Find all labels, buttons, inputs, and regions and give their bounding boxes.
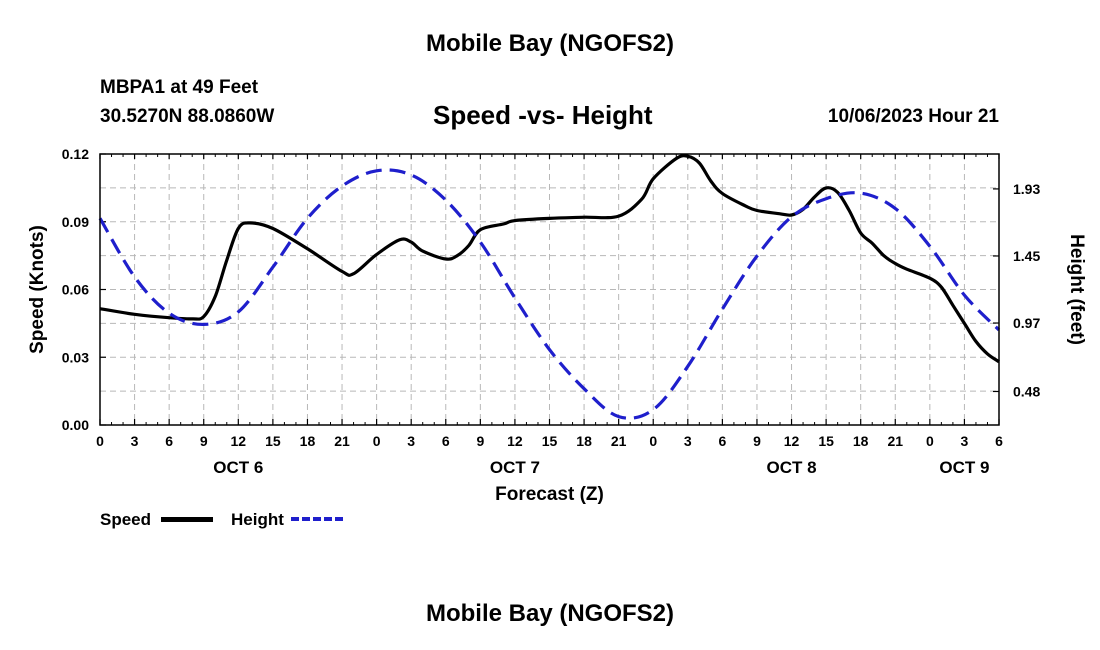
legend-height-swatch: [291, 517, 343, 521]
chart-title: Mobile Bay (NGOFS2): [425, 30, 675, 57]
x-tick-label: 12: [784, 433, 800, 449]
date-label: OCT 6: [213, 458, 263, 477]
x-tick-label: 18: [300, 433, 316, 449]
x-tick-label: 0: [96, 433, 104, 449]
y-tick-label: 0.09: [62, 214, 89, 230]
speed-series-line: [99, 154, 1000, 364]
x-tick-label: 18: [576, 433, 592, 449]
legend-speed-label: Speed: [100, 510, 152, 529]
station-label: MBPA1 at 49 Feet: [100, 77, 259, 98]
station-coords: 30.5270N 88.0860W: [100, 106, 275, 127]
y-tick-label: 0.12: [62, 146, 89, 162]
x-tick-label: 3: [131, 433, 139, 449]
series-lines: [98, 154, 1001, 420]
y-axis-title: Speed (Knots): [27, 225, 48, 354]
y-tick-label: 0.06: [62, 282, 89, 298]
x-tick-label: 6: [442, 433, 450, 449]
forecast-datetime: 10/06/2023 Hour 21: [827, 106, 999, 127]
y-tick-label: 0.00: [62, 417, 89, 433]
x-tick-label: 0: [649, 433, 657, 449]
footer-title: Mobile Bay (NGOFS2): [425, 600, 675, 627]
legend-height-label: Height: [231, 510, 284, 529]
y2-tick-label: 0.48: [1013, 383, 1040, 399]
x-tick-label: 6: [165, 433, 173, 449]
x-tick-label: 21: [334, 433, 350, 449]
legend-speed-swatch: [161, 517, 213, 522]
date-label: OCT 7: [490, 458, 540, 477]
y2-tick-label: 0.97: [1013, 315, 1040, 331]
y2-tick-label: 1.45: [1013, 248, 1040, 264]
x-tick-label: 15: [265, 433, 281, 449]
y2-tick-label: 1.93: [1013, 181, 1040, 197]
chart-subtitle: Speed -vs- Height: [433, 100, 653, 130]
x-tick-label: 3: [961, 433, 969, 449]
axis-labels: 0 3 6 9 12 15 18 21 0 3 6 9 12 15 18 21 0 3 6 9 12 15 18 21 0 3 6 0…: [27, 146, 1087, 505]
height-series-line: [98, 168, 1001, 420]
date-label: OCT 9: [939, 458, 989, 477]
y-tick-label: 0.03: [62, 349, 89, 365]
x-tick-label: 0: [926, 433, 934, 449]
x-tick-label: 6: [995, 433, 1003, 449]
x-tick-label: 9: [753, 433, 761, 449]
plot-frame: [99, 153, 1000, 426]
x-axis-title: Forecast (Z): [495, 484, 604, 505]
x-tick-label: 18: [853, 433, 869, 449]
x-tick-label: 21: [887, 433, 903, 449]
y2-axis-title: Height (feet): [1066, 234, 1087, 345]
x-tick-label: 12: [507, 433, 523, 449]
x-tick-label: 15: [818, 433, 834, 449]
x-tick-label: 21: [611, 433, 627, 449]
x-tick-label: 3: [407, 433, 415, 449]
x-tick-label: 15: [542, 433, 558, 449]
x-tick-label: 3: [684, 433, 692, 449]
x-tick-label: 0: [373, 433, 381, 449]
date-label: OCT 8: [767, 458, 817, 477]
x-tick-label: 12: [231, 433, 247, 449]
x-tick-label: 9: [200, 433, 208, 449]
x-tick-label: 9: [476, 433, 484, 449]
x-tick-label: 6: [718, 433, 726, 449]
